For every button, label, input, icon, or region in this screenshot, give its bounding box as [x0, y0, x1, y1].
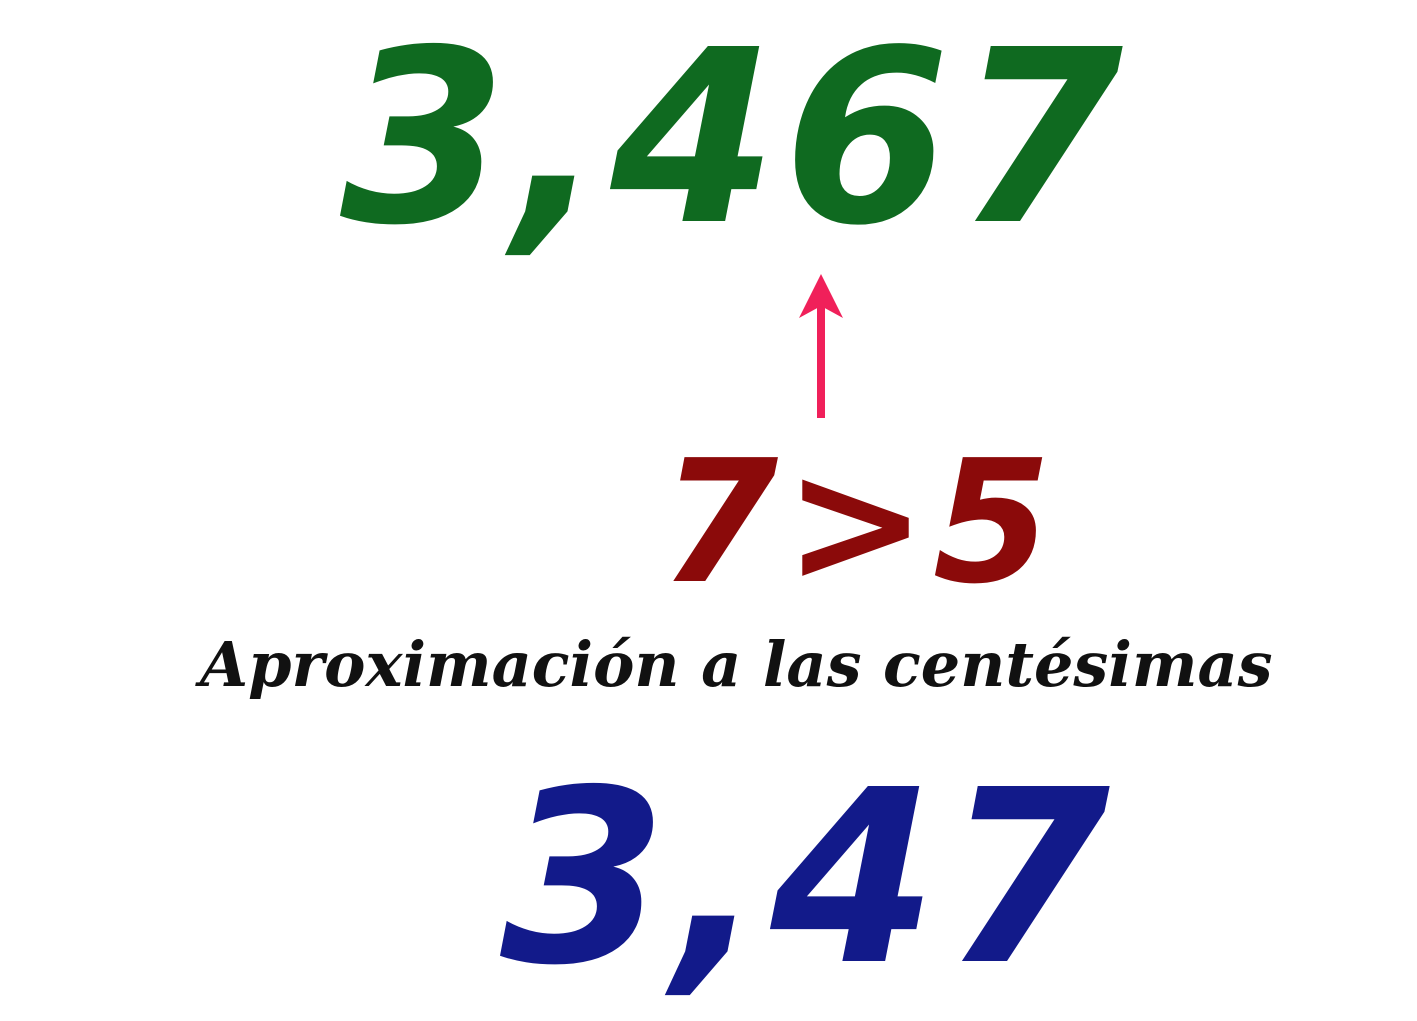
original-number: 3,467 [340, 0, 1130, 278]
caption-text: Aproximación a las centésimas [200, 628, 1273, 701]
result-number: 3,47 [500, 738, 1117, 1018]
comparison-label: 7>5 [660, 424, 1058, 622]
up-arrow-icon [799, 274, 843, 418]
